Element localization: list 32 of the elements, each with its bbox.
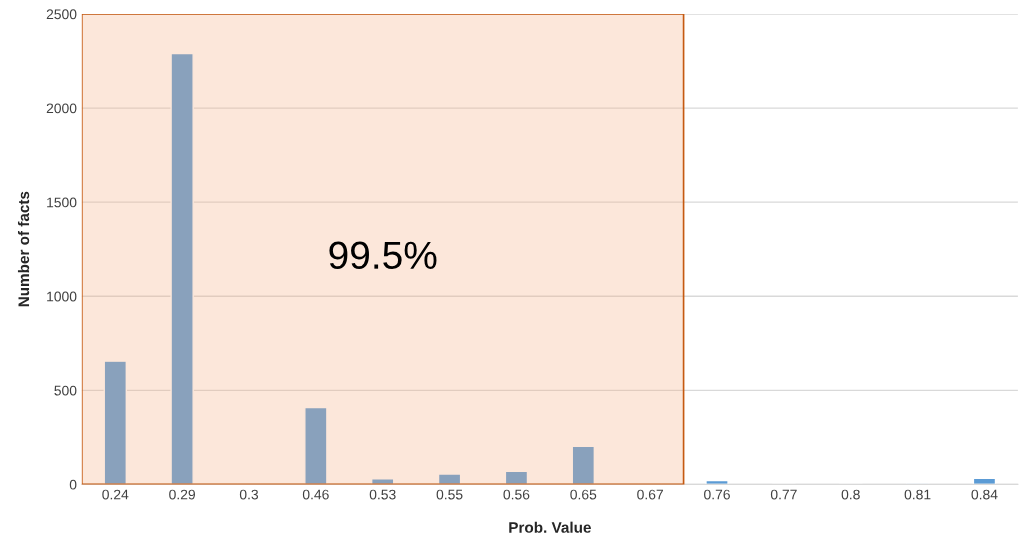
bar <box>972 477 997 485</box>
bar <box>504 470 529 485</box>
y-tick-label: 1000 <box>47 291 77 302</box>
bar <box>304 406 328 485</box>
x-tick-label: 0.77 <box>770 489 797 500</box>
y-axis-title: Number of facts <box>17 191 30 307</box>
bar <box>170 52 194 485</box>
y-tick-label: 1500 <box>47 197 77 208</box>
x-tick-label: 0.84 <box>971 489 998 500</box>
x-tick-label: 0.53 <box>369 489 396 500</box>
bar <box>370 478 395 485</box>
bar <box>437 473 462 485</box>
bar <box>705 479 729 485</box>
x-tick-label: 0.29 <box>169 489 195 500</box>
x-tick-label: 0.8 <box>841 489 860 500</box>
y-tick-label: 2500 <box>46 9 77 20</box>
x-tick-label: 0.3 <box>239 489 259 500</box>
x-tick-label: 0.81 <box>904 489 931 500</box>
x-tick-label: 0.65 <box>570 489 597 500</box>
x-tick-label: 0.56 <box>503 489 530 500</box>
x-tick-label: 0.24 <box>102 489 129 500</box>
x-tick-label: 0.76 <box>704 489 730 500</box>
y-tick-label: 2000 <box>46 103 77 114</box>
band-label: 99.5% <box>329 241 437 270</box>
bar <box>571 445 596 485</box>
x-axis-title: Prob. Value <box>509 521 591 533</box>
y-tick-label: 0 <box>69 479 77 490</box>
x-tick-label: 0.67 <box>637 489 663 500</box>
bar <box>103 360 127 485</box>
x-tick-label: 0.55 <box>436 489 463 500</box>
x-tick-label: 0.46 <box>302 489 329 500</box>
y-tick-label: 500 <box>54 385 77 396</box>
